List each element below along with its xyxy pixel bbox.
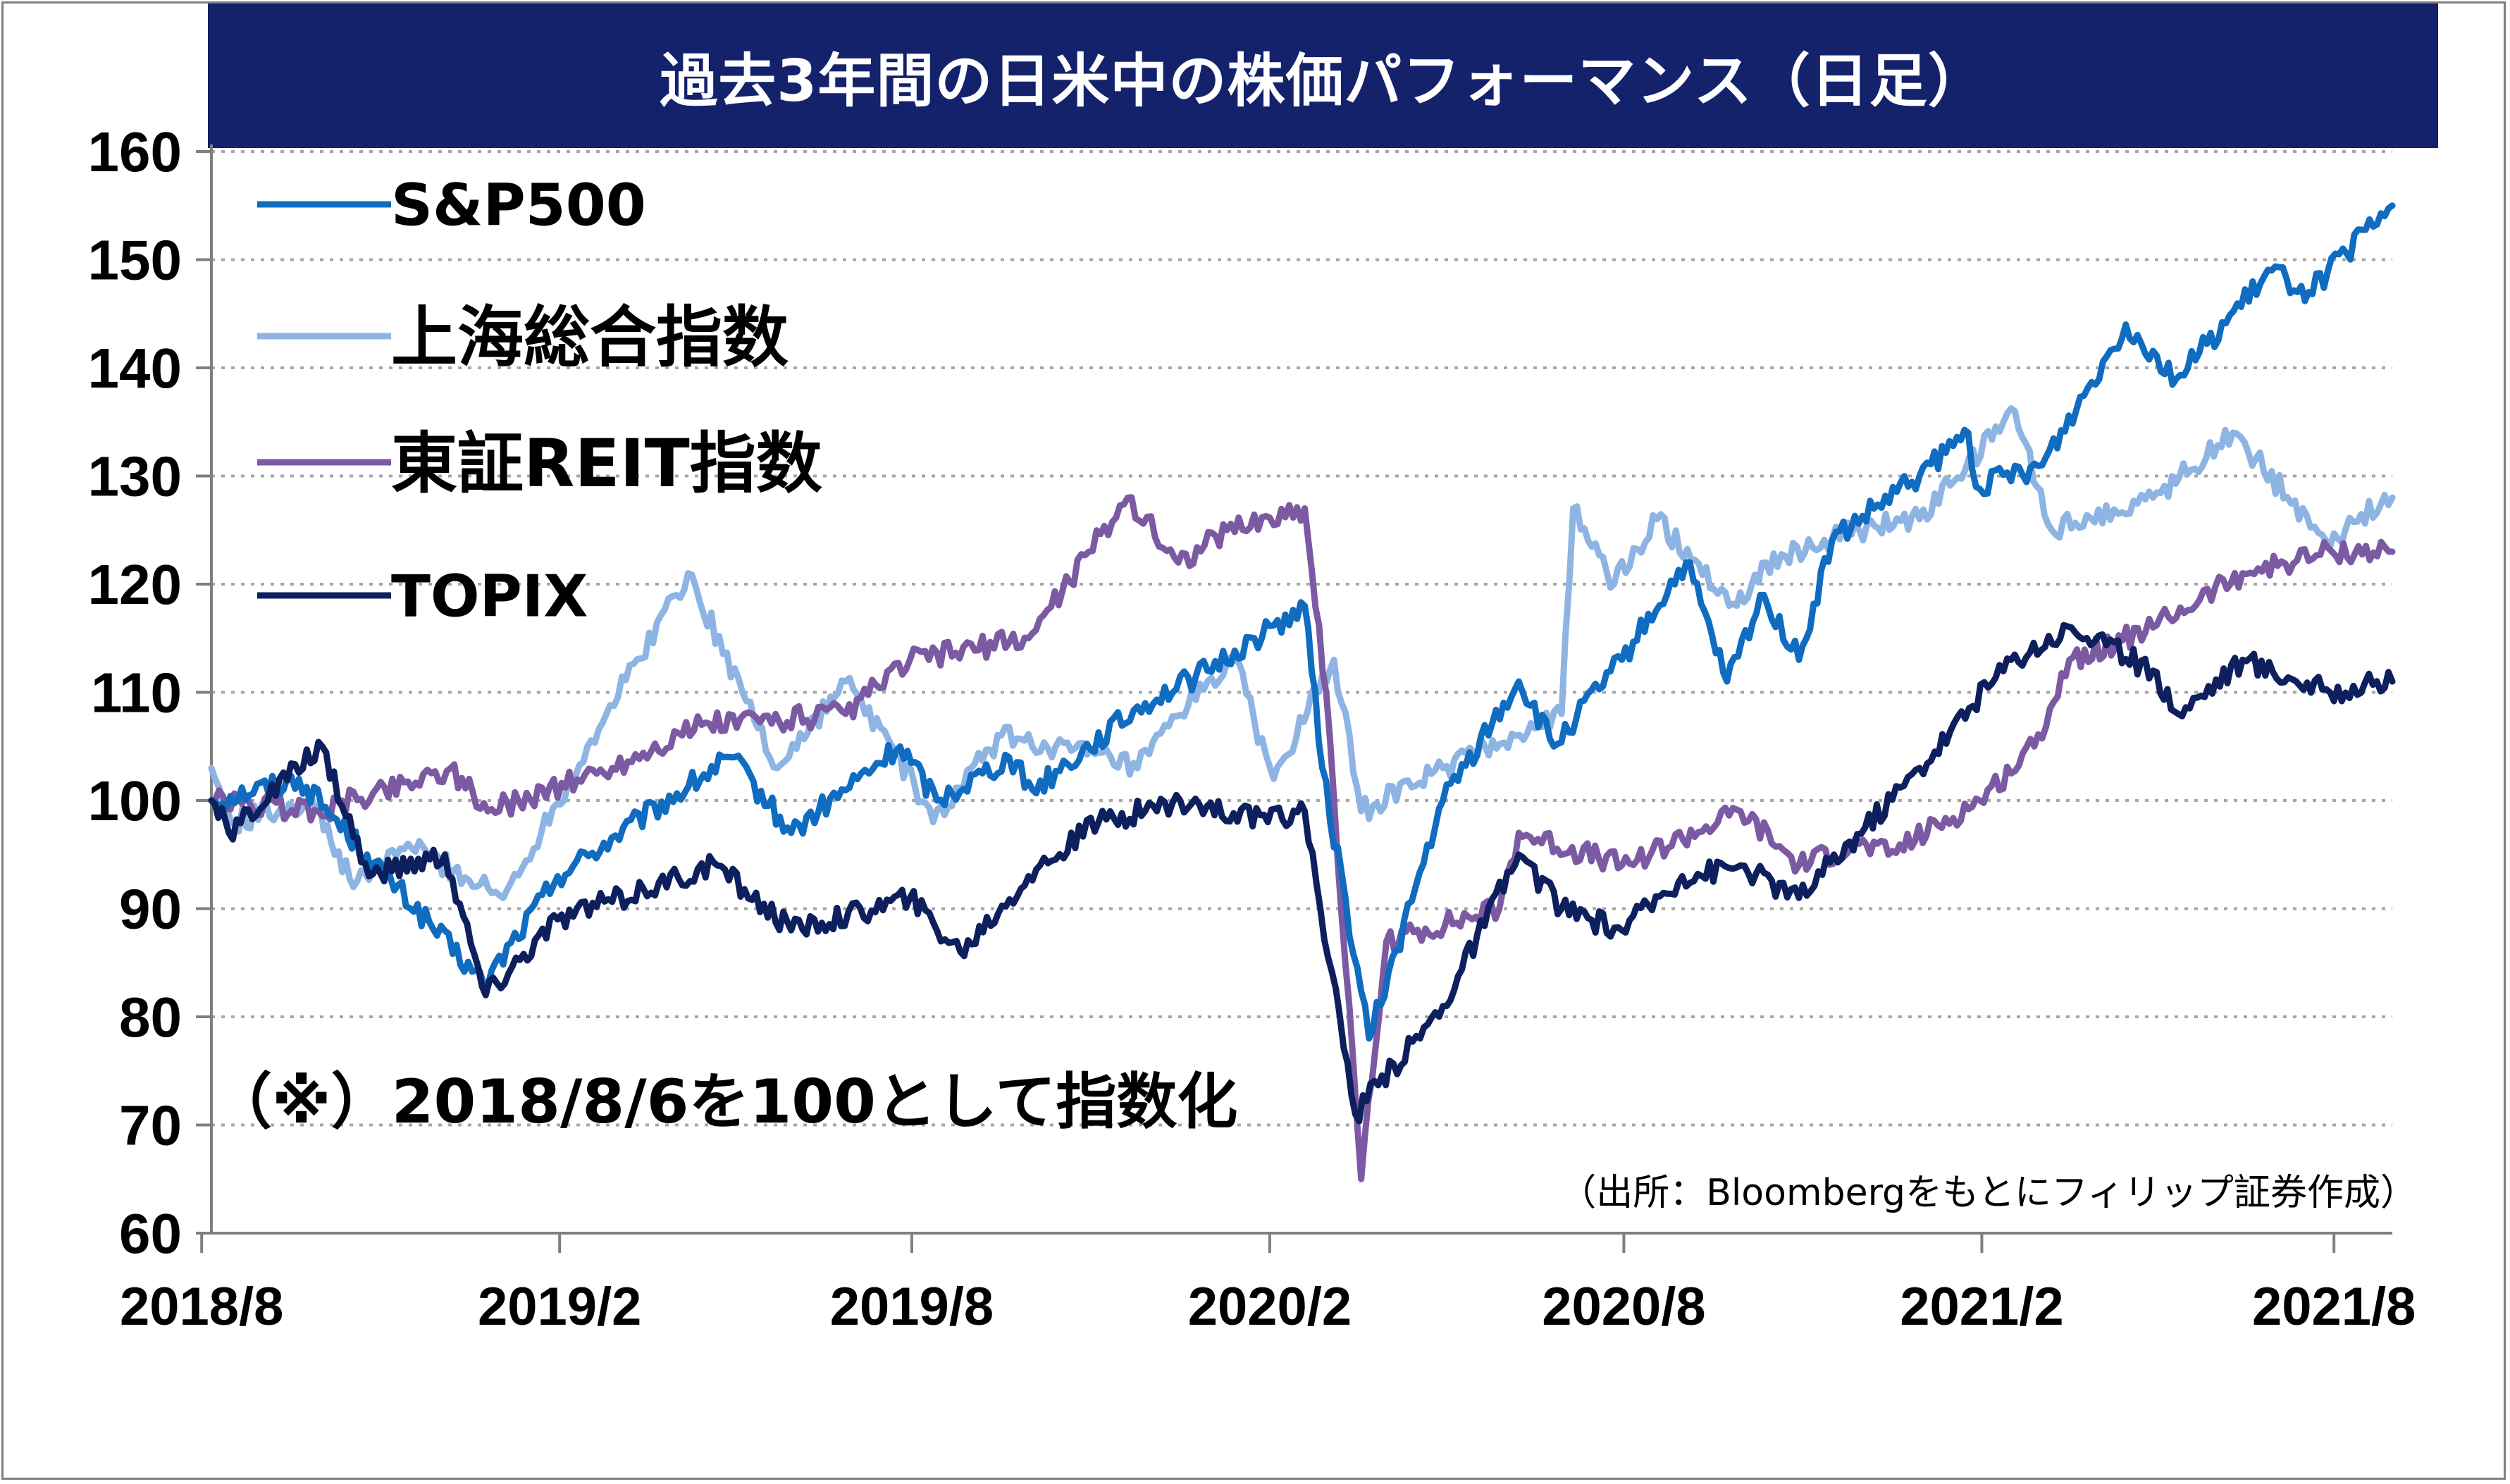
y-tick-label: 150 bbox=[88, 229, 182, 292]
y-tick-label: 120 bbox=[88, 553, 182, 616]
y-tick-label: 140 bbox=[88, 337, 182, 400]
x-tick-label: 2021/8 bbox=[2252, 1277, 2416, 1337]
y-tick-label: 80 bbox=[119, 986, 182, 1049]
y-tick-label: 110 bbox=[91, 662, 182, 724]
x-tick-label: 2018/8 bbox=[120, 1277, 283, 1337]
x-tick-label: 2019/2 bbox=[478, 1277, 641, 1337]
chart-title: 過去3年間の日米中の株価パフォーマンス（日足） bbox=[660, 48, 1986, 115]
legend-label: 東証REIT指数 bbox=[391, 426, 822, 502]
index-note: （※）2018/8/6を100として指数化 bbox=[211, 1067, 1237, 1137]
x-tick-label: 2020/8 bbox=[1542, 1277, 1705, 1337]
source-note: （出所：Bloombergをもとにフィリップ証券作成） bbox=[1559, 1172, 2417, 1214]
y-tick-label: 70 bbox=[119, 1094, 182, 1157]
y-tick-label: 130 bbox=[88, 445, 182, 508]
y-tick-label: 90 bbox=[119, 878, 182, 941]
title-bar: 過去3年間の日米中の株価パフォーマンス（日足） bbox=[208, 4, 2438, 148]
series-line bbox=[208, 202, 2396, 1042]
x-tick-label: 2021/2 bbox=[1900, 1277, 2063, 1337]
series-line bbox=[208, 405, 2396, 901]
y-tick-label: 160 bbox=[88, 120, 182, 183]
series-line bbox=[208, 622, 2396, 1125]
series-lines bbox=[208, 202, 2396, 1182]
axes: 160 150 140 130 120 110 100 90 80 70 60 2018/8 2019/… bbox=[88, 120, 2416, 1337]
legend-label: TOPIX bbox=[391, 564, 588, 631]
y-tick-label: 60 bbox=[119, 1202, 182, 1265]
series-line bbox=[208, 494, 2396, 1182]
legend-label: 上海総合指数 bbox=[391, 299, 789, 376]
y-tick-label: 100 bbox=[88, 769, 182, 832]
x-tick-label: 2019/8 bbox=[830, 1277, 994, 1337]
gridlines bbox=[211, 150, 2392, 1127]
legend-label: S&P500 bbox=[391, 173, 646, 240]
x-tick-label: 2020/2 bbox=[1188, 1277, 1352, 1337]
